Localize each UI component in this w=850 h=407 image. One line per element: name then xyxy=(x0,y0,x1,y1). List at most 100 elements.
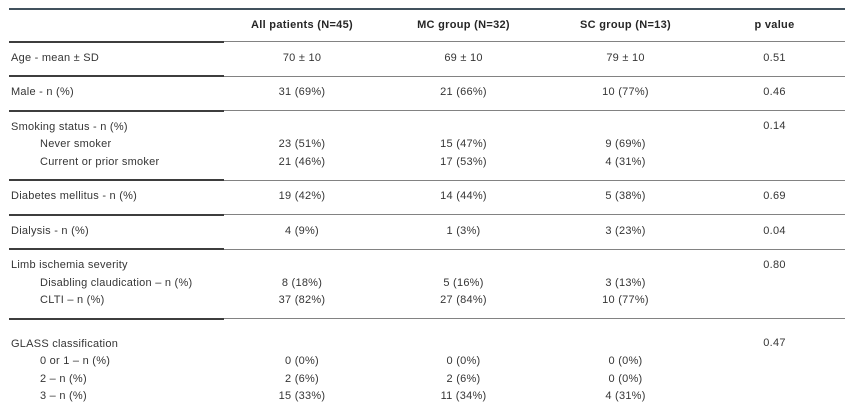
value-cell xyxy=(224,249,380,275)
value-cell: 10 (77%) xyxy=(547,292,704,319)
value-cell: 3 (23%) xyxy=(547,214,704,250)
value-cell: 3 (13%) xyxy=(605,276,646,289)
p-value-cell xyxy=(704,292,845,319)
table-section: Dialysis - n (%) 4 (9%) 1 (3%) 3 (23%) 0.04 xyxy=(9,214,845,250)
value-cell: 1 (3%) xyxy=(380,214,547,250)
value-cell: 27 (84%) xyxy=(380,292,547,319)
value-cell: 4 (31%) xyxy=(547,153,704,181)
p-value-cell: 0.46 xyxy=(704,76,845,111)
row-label: Dialysis - n (%) xyxy=(9,214,224,250)
value-cell: 19 (59%) xyxy=(380,405,547,407)
p-value-cell xyxy=(704,275,845,293)
value-cell: 9 (69%) xyxy=(605,138,646,150)
table-header: All patients (N=45) MC group (N=32) SC g… xyxy=(9,9,845,43)
p-value-cell: 0.47 xyxy=(763,337,786,350)
header-sc-group: SC group (N=13) xyxy=(547,9,704,42)
p-value-cell xyxy=(704,405,845,407)
value-cell xyxy=(224,111,380,137)
value-cell: 23 (51%) xyxy=(278,138,326,150)
row-label: Age - mean ± SD xyxy=(9,41,224,77)
table-row: 4 – n (%)28 (62%)19 (59%)9 (69%) xyxy=(9,405,845,407)
value-cell: 0 (0%) xyxy=(608,355,643,367)
p-value-cell: 0.14 xyxy=(763,120,786,133)
table-row: 3 – n (%) 15 (33%) 11 (34%) 4 (31%) xyxy=(9,388,845,406)
table-section: GLASS classification 0.47 0 or 1 – n (%) 0 … xyxy=(9,319,845,407)
value-cell xyxy=(547,249,704,275)
p-value-cell xyxy=(704,153,845,181)
table-row: GLASS classification 0.47 xyxy=(9,319,845,354)
value-cell xyxy=(380,249,547,275)
row-label: Male - n (%) xyxy=(9,76,224,112)
row-label: 3 – n (%) xyxy=(40,390,87,402)
table-row: Diabetes mellitus - n (%) 19 (42%) 14 (44%… xyxy=(9,180,845,216)
value-cell xyxy=(380,111,547,137)
table-row: Current or prior smoker 21 (46%) 17 (53%) 4… xyxy=(9,153,845,181)
row-label: 0 or 1 – n (%) xyxy=(40,355,111,367)
patient-characteristics-table: All patients (N=45) MC group (N=32) SC g… xyxy=(9,8,845,407)
value-cell: 9 (69%) xyxy=(547,405,704,407)
table-row: CLTI – n (%) 37 (82%) 27 (84%) 10 (77%) xyxy=(9,292,845,320)
row-label: Disabling claudication – n (%) xyxy=(40,276,193,289)
value-cell: 5 (16%) xyxy=(443,276,484,289)
value-cell: 11 (34%) xyxy=(440,390,487,402)
row-label: Diabetes mellitus - n (%) xyxy=(9,180,224,216)
value-cell: 0 (0%) xyxy=(608,372,643,385)
value-cell: 14 (44%) xyxy=(380,180,547,215)
p-value-cell xyxy=(704,136,845,154)
value-cell: 21 (46%) xyxy=(224,153,380,181)
value-cell: 70 ± 10 xyxy=(224,41,380,77)
p-value-cell xyxy=(704,371,845,389)
table-row: Never smoker 23 (51%) 15 (47%) 9 (69%) xyxy=(9,136,845,154)
table-row: Age - mean ± SD 70 ± 10 69 ± 10 79 ± 10 0.51 xyxy=(9,41,845,77)
p-value-cell: 0.80 xyxy=(763,258,786,271)
value-cell: 0 (0%) xyxy=(285,355,319,367)
row-label: Limb ischemia severity xyxy=(11,259,128,271)
value-cell: 69 ± 10 xyxy=(380,41,547,77)
value-cell: 37 (82%) xyxy=(224,292,380,319)
table-section: Diabetes mellitus - n (%) 19 (42%) 14 (44%… xyxy=(9,180,845,216)
value-cell: 2 (6%) xyxy=(446,372,481,385)
value-cell: 4 (31%) xyxy=(605,390,646,402)
value-cell: 8 (18%) xyxy=(281,276,323,289)
p-value-cell xyxy=(704,353,845,371)
value-cell: 15 (33%) xyxy=(278,390,326,402)
row-label: 2 – n (%) xyxy=(40,372,87,385)
value-cell: 28 (62%) xyxy=(224,405,380,407)
header-mc-group: MC group (N=32) xyxy=(380,9,547,42)
p-value-cell: 0.69 xyxy=(704,180,845,215)
table-row: Disabling claudication – n (%) 8 (18%) 5 (… xyxy=(9,275,845,293)
table-row: Smoking status - n (%) 0.14 xyxy=(9,111,845,137)
header-all-patients: All patients (N=45) xyxy=(224,9,380,42)
table-row: 0 or 1 – n (%) 0 (0%) 0 (0%) 0 (0%) xyxy=(9,353,845,371)
row-label: GLASS classification xyxy=(11,337,119,350)
value-cell: 79 ± 10 xyxy=(547,41,704,77)
value-cell: 0 (0%) xyxy=(446,355,481,367)
value-cell: 17 (53%) xyxy=(380,153,547,181)
p-value-cell: 0.51 xyxy=(704,41,845,77)
value-cell xyxy=(224,319,380,354)
value-cell: 19 (42%) xyxy=(224,180,380,215)
value-cell xyxy=(380,319,547,354)
p-value-cell: 0.04 xyxy=(704,214,845,250)
value-cell: 2 (6%) xyxy=(285,372,319,385)
value-cell: 10 (77%) xyxy=(547,76,704,111)
value-cell xyxy=(547,319,704,354)
row-label: Smoking status - n (%) xyxy=(11,120,128,133)
table-section: Male - n (%) 31 (69%) 21 (66%) 10 (77%) 0.46 xyxy=(9,76,845,112)
table-section: Smoking status - n (%) 0.14 Never smoker 23… xyxy=(9,111,845,181)
table-row: Limb ischemia severity 0.80 xyxy=(9,249,845,275)
value-cell: 15 (47%) xyxy=(440,138,487,150)
table-row: 2 – n (%) 2 (6%) 2 (6%) 0 (0%) xyxy=(9,371,845,389)
value-cell: 21 (66%) xyxy=(380,76,547,111)
header-row: All patients (N=45) MC group (N=32) SC g… xyxy=(9,9,845,43)
row-label: Never smoker xyxy=(40,138,112,150)
value-cell xyxy=(547,111,704,137)
header-p-value: p value xyxy=(704,9,845,42)
value-cell: 4 (9%) xyxy=(224,214,380,250)
p-value-cell xyxy=(704,388,845,406)
table-row: Dialysis - n (%) 4 (9%) 1 (3%) 3 (23%) 0.04 xyxy=(9,214,845,250)
value-cell: 5 (38%) xyxy=(547,180,704,215)
row-label: Current or prior smoker xyxy=(9,153,224,181)
value-cell: 31 (69%) xyxy=(224,76,380,111)
